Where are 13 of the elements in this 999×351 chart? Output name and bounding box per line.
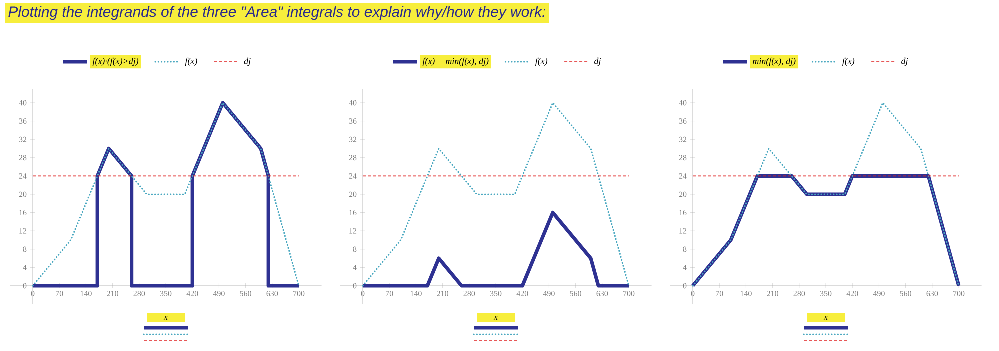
- chart-title: Plotting the integrands of the three "Area" integrals to explain why/how they work:: [8, 6, 546, 20]
- x-axis-title: x: [824, 316, 828, 320]
- legend-label: f(x): [842, 58, 855, 66]
- legend-label: f(x): [185, 58, 198, 66]
- x-axis-title: x: [494, 316, 498, 320]
- legend-label: dj: [244, 58, 251, 66]
- legend-label: f(x)·(f(x)>dj): [92, 58, 139, 66]
- x-axis-title: x: [164, 316, 168, 320]
- legend-label: f(x): [535, 58, 548, 66]
- legend-label: min(f(x), dj): [753, 58, 796, 66]
- legend-label: dj: [594, 58, 601, 66]
- legend-label: dj: [902, 58, 908, 66]
- legend-label: f(x) − min(f(x), dj): [422, 58, 489, 66]
